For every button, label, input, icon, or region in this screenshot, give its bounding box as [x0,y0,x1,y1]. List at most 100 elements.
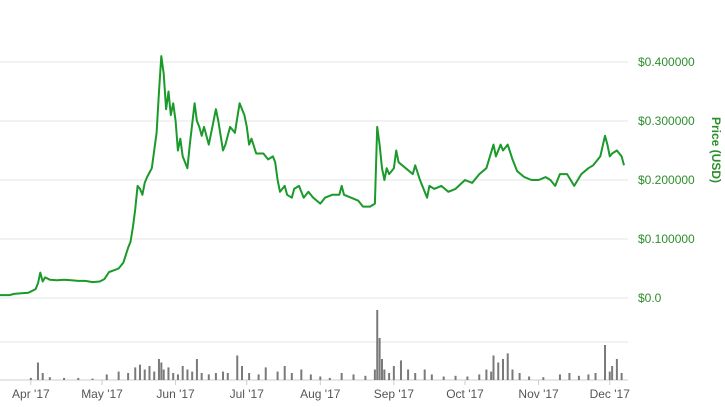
volume-bar [222,371,225,380]
volume-bar [236,355,239,380]
volume-bar [214,373,217,380]
volume-bar [388,373,391,380]
volume-bar [587,374,590,380]
volume-bar [319,376,322,380]
volume-bar [276,371,279,380]
volume-bar [611,366,614,380]
volume-bar [226,373,229,380]
volume-bar [392,366,395,380]
volume-bar [160,362,163,380]
volume-bar [511,369,514,380]
volume-bar [48,377,51,380]
volume-bar [604,345,607,380]
volume-bar [364,375,367,380]
volume-bar [380,359,383,380]
volume-bar [117,371,120,380]
volume-bar [383,369,386,380]
volume-bar [442,376,445,380]
grid-lines [0,61,628,381]
price-tick-label: $0.400000 [638,55,695,69]
volume-bar [378,338,381,380]
volume-bar [176,374,179,380]
volume-bar [127,373,130,380]
price-tick-label: $0.300000 [638,114,695,128]
volume-bar [490,371,493,380]
volume-bar [134,367,137,380]
volume-bar [257,374,260,380]
volume-bar [157,359,160,380]
volume-bar [248,373,251,380]
volume-bar [36,362,39,380]
volume-bar [615,359,618,380]
volume-bar [568,373,571,380]
volume-bar [41,373,44,380]
volume-bar [91,378,94,380]
volume-bar [195,359,198,380]
date-tick-label: Jul '17 [230,387,265,401]
volume-bar [407,369,410,380]
volume-bar [172,373,175,380]
volume-bar [143,369,146,380]
volume-bar [620,373,623,380]
volume-bar [542,377,545,380]
volume-bar [485,369,488,380]
price-tick-label: $0.100000 [638,232,695,246]
y-axis-title: Price (USD) [709,117,723,183]
volume-bar [63,377,66,380]
volume-bars [29,310,623,380]
volume-bar [454,375,457,380]
volume-bar [577,375,580,380]
volume-bar [309,374,312,380]
volume-bar [352,374,355,380]
volume-bar [300,369,303,380]
volume-bar [29,377,32,380]
price-line [0,55,625,297]
volume-bar [153,371,156,380]
price-series [0,55,625,297]
volume-bar [340,373,343,380]
volume-bar [518,373,521,380]
volume-bar [376,310,379,380]
date-tick-label: Aug '17 [300,387,341,401]
volume-bar [283,366,286,380]
volume-bar [501,359,504,380]
price-tick-label: $0.200000 [638,173,695,187]
date-tick-label: Jun '17 [156,387,195,401]
date-tick-label: Sep '17 [374,387,415,401]
price-tick-label: $0.0 [638,291,662,305]
volume-bar [373,369,376,380]
volume-bar [430,374,433,380]
volume-bar [181,366,184,380]
volume-bar [167,367,170,380]
volume-bar [492,355,495,380]
volume-bar [594,373,597,380]
price-axis: $0.0 $0.100000 $0.200000 $0.300000 $0.400000 [638,55,695,305]
volume-bar [241,366,244,380]
volume-bar [466,376,469,380]
date-tick-label: Dec '17 [590,387,631,401]
volume-bar [414,373,417,380]
volume-bar [328,377,331,380]
volume-bar [290,373,293,380]
date-tick-label: May '17 [81,387,123,401]
volume-bar [608,371,611,380]
volume-bar [423,369,426,380]
volume-bar [478,374,481,380]
volume-bar [207,374,210,380]
date-tick-label: Nov '17 [518,387,559,401]
volume-bar [186,369,189,380]
volume-bar [162,369,165,380]
volume-bar [528,376,531,380]
volume-bar [148,366,151,380]
volume-bar [191,371,194,380]
volume-bar [558,374,561,380]
date-tick-label: Apr '17 [12,387,50,401]
volume-bar [399,360,402,380]
volume-bar [138,364,141,380]
volume-bar [105,374,108,380]
volume-bar [77,377,80,380]
date-axis: Apr '17 May '17 Jun '17 Jul '17 Aug '17 Sep '… [12,380,630,401]
volume-bar [200,373,203,380]
date-tick-label: Oct '17 [446,387,484,401]
